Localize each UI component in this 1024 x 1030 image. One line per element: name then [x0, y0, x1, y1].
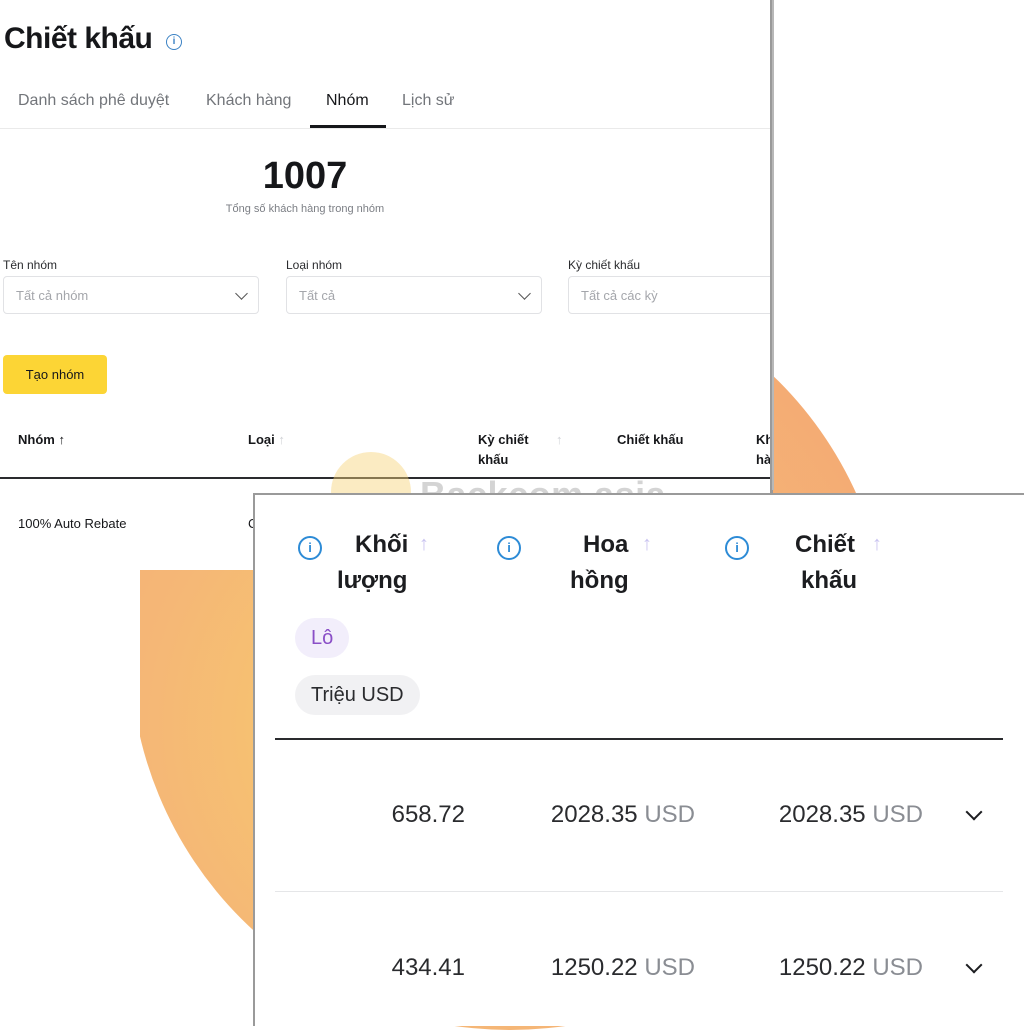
currency-unit: USD [644, 954, 695, 981]
filter-label-group-name: Tên nhóm [3, 258, 58, 272]
column-header-line: Chiết [795, 531, 855, 558]
select-placeholder: Tất cả nhóm [16, 288, 89, 303]
table-cell-rebate: 1250.22 USD [733, 954, 923, 982]
amount-value: 2028.35 [778, 801, 866, 828]
expand-row-chevron-icon[interactable] [965, 803, 983, 821]
select-placeholder: Tất cả [299, 288, 336, 303]
amount-value: 2028.35 [550, 801, 638, 828]
chevron-down-icon [518, 287, 531, 300]
column-header-volume[interactable]: Khối lượng [337, 527, 409, 599]
tab-approval-list[interactable]: Danh sách phê duyệt [18, 92, 170, 109]
table-cell-rebate: 2028.35 USD [733, 801, 923, 829]
info-icon[interactable]: i [166, 34, 182, 50]
column-header-partial[interactable]: Kh hà [756, 430, 773, 470]
column-header-line: lượng [337, 567, 408, 594]
lot-unit-badge: Lô [295, 618, 350, 658]
table-cell-commission: 2028.35 USD [505, 801, 695, 829]
sort-arrow-icon[interactable]: ↑ [642, 533, 652, 555]
column-header-rebate[interactable]: Chiết khấu [617, 432, 684, 447]
table-cell-volume: 658.72 [391, 801, 465, 828]
kpi-value: 1007 [262, 155, 348, 197]
column-header-label: khấu [478, 452, 509, 467]
zoomed-table-panel: i Khối lượng ↑ i Hoa hồng ↑ i Chiết khấu… [253, 493, 1024, 1026]
group-name-select[interactable]: Tất cả nhóm [3, 276, 259, 314]
column-header-line: khấu [801, 567, 858, 594]
column-header-label: hà [756, 452, 772, 467]
column-header-rebate[interactable]: Chiết khấu [795, 527, 857, 599]
kpi-label: Tổng số khách hàng trong nhóm [225, 203, 385, 215]
column-header-label: Loại [248, 432, 275, 447]
column-header-rebate-period[interactable]: Kỳ chiết khấu [478, 430, 529, 470]
column-header-type[interactable]: Loại ↑ [248, 430, 285, 450]
currency-unit: USD [872, 801, 923, 828]
tab-bar: Danh sách phê duyệt Khách hàng Nhóm Lịch… [0, 80, 770, 129]
chevron-down-icon [235, 287, 248, 300]
column-header-line: Hoa [583, 531, 629, 558]
amount-value: 1250.22 [550, 954, 638, 981]
background-area [0, 570, 140, 1024]
tab-customers[interactable]: Khách hàng [206, 92, 292, 109]
rebate-period-select[interactable]: Tất cả các kỳ [568, 276, 770, 314]
table-cell-group: 100% Auto Rebate [18, 516, 127, 531]
tab-groups[interactable]: Nhóm [326, 92, 369, 109]
expand-row-chevron-icon[interactable] [965, 956, 983, 974]
million-usd-unit-badge: Triệu USD [295, 675, 420, 715]
currency-unit: USD [872, 954, 923, 981]
column-header-line: Khối [355, 531, 409, 558]
column-header-group[interactable]: Nhóm ↑ [18, 432, 65, 447]
row-divider [275, 891, 1003, 892]
sort-arrow-icon[interactable]: ↑ [872, 533, 882, 555]
active-tab-indicator [310, 125, 386, 128]
select-placeholder: Tất cả các kỳ [581, 288, 658, 303]
create-group-button[interactable]: Tạo nhóm [3, 355, 107, 394]
info-icon[interactable]: i [298, 536, 322, 560]
amount-value: 1250.22 [778, 954, 866, 981]
rebate-app-panel: Chiết khấu i Danh sách phê duyệt Khách h… [0, 0, 773, 570]
table-cell-volume: 434.41 [391, 954, 465, 981]
column-header-commission[interactable]: Hoa hồng [570, 527, 629, 599]
filter-label-rebate-period: Kỳ chiết khấu [568, 258, 641, 272]
column-header-label: Kh [756, 432, 773, 447]
info-icon[interactable]: i [725, 536, 749, 560]
filter-label-group-type: Loại nhóm [286, 258, 343, 272]
currency-unit: USD [644, 801, 695, 828]
page-title: Chiết khấu [4, 22, 153, 55]
info-icon[interactable]: i [497, 536, 521, 560]
group-type-select[interactable]: Tất cả [286, 276, 542, 314]
table-header-divider [0, 477, 770, 479]
sort-arrow-icon[interactable]: ↑ [419, 533, 429, 555]
column-header-line: hồng [570, 567, 629, 594]
background-area [772, 0, 1024, 270]
sort-arrow-icon: ↑ [278, 432, 285, 447]
table-cell-type: C [248, 516, 257, 531]
table-cell-commission: 1250.22 USD [505, 954, 695, 982]
sort-arrow-icon[interactable]: ↑ [556, 432, 563, 447]
table-header-divider [275, 738, 1003, 740]
window-edge [772, 0, 774, 490]
column-header-label: Kỳ chiết [478, 432, 529, 447]
tab-history[interactable]: Lịch sử [402, 92, 455, 109]
